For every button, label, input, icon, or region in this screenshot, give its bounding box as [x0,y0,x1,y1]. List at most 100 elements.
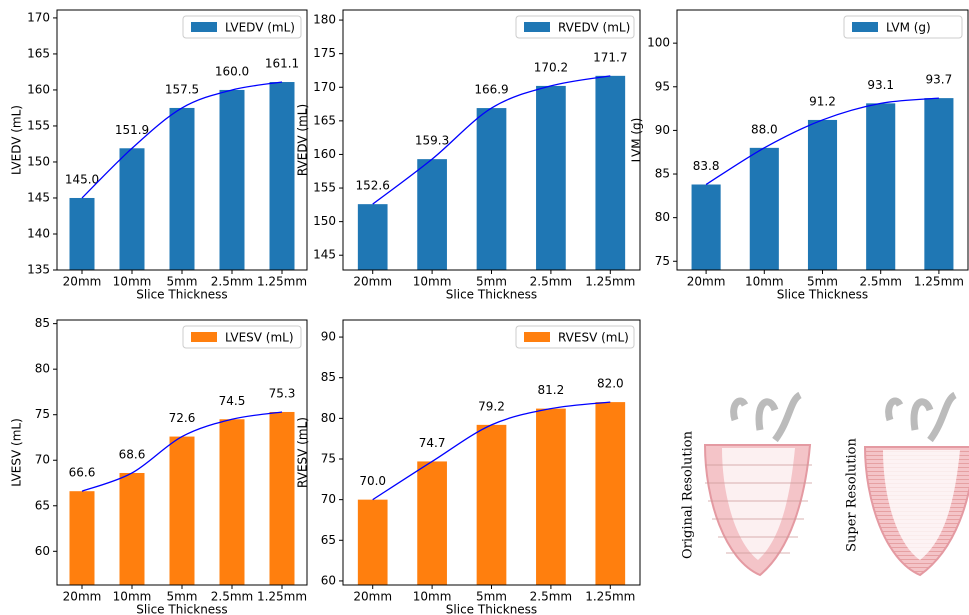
value-label: 159.3 [415,134,449,148]
y-tick-label: 180 [313,13,336,27]
chart: 135140145150155160165170145.0151.9157.51… [10,10,308,302]
x-axis-label: Slice Thickness [446,603,537,615]
bar [358,500,388,585]
y-axis-label: LVM (g) [630,118,644,163]
y-tick-label: 80 [321,411,336,425]
bar [270,82,295,270]
x-tick-label: 1.25mm [914,275,964,289]
value-label: 166.9 [474,83,508,97]
value-label: 82.0 [597,377,624,391]
vessels [734,395,800,440]
x-tick-label: 10mm [413,590,452,604]
y-tick-label: 170 [27,10,50,24]
value-label: 70.0 [359,474,386,488]
x-tick-label: 2.5mm [859,275,901,289]
legend-swatch [524,332,550,342]
y-tick-label: 60 [321,573,336,587]
y-tick-label: 175 [313,46,336,60]
value-label: 81.2 [538,383,565,397]
bar [595,402,625,585]
bar [536,409,566,585]
y-axis-label: LVEDV (mL) [10,105,24,175]
legend-swatch [191,22,217,32]
value-label: 145.0 [65,172,99,186]
x-axis-label: Slice Thickness [136,603,227,615]
y-tick-label: 145 [27,190,50,204]
x-tick-label: 1.25mm [585,275,635,289]
value-label: 151.9 [115,123,149,137]
chart: 60657075808566.668.672.674.575.3LVESV (m… [10,316,308,615]
y-tick-label: 70 [321,492,336,506]
y-tick-label: 80 [655,210,670,224]
x-tick-label: 2.5mm [530,590,572,604]
bar [120,148,145,270]
y-axis-label: RVEDV (mL) [296,104,310,176]
y-tick-label: 165 [313,113,336,127]
x-axis-label: Slice Thickness [446,288,537,302]
y-tick-label: 140 [27,226,50,240]
value-label: 74.5 [219,394,246,408]
y-tick-label: 155 [313,181,336,195]
x-tick-label: 1.25mm [257,275,307,289]
bar [866,103,895,270]
legend-label: RVESV (mL) [558,331,629,345]
legend-label: RVEDV (mL) [558,21,630,35]
y-tick-label: 145 [313,248,336,262]
y-tick-label: 155 [27,118,50,132]
bar [170,108,195,270]
bar [270,412,295,585]
value-label: 93.7 [926,73,953,87]
x-axis-label: Slice Thickness [777,288,868,302]
x-tick-label: 20mm [63,275,102,289]
y-axis-label: LVESV (mL) [10,418,24,487]
value-label: 75.3 [269,386,296,400]
y-tick-label: 95 [655,79,670,93]
y-tick-label: 65 [35,498,50,512]
y-tick-label: 75 [321,452,336,466]
y-tick-label: 90 [321,330,336,344]
y-tick-label: 150 [27,154,50,168]
vessels [889,395,955,440]
x-tick-label: 10mm [745,275,784,289]
bar [924,98,953,270]
illustration-label: Original Resolution [681,430,696,559]
bar [220,90,245,270]
x-tick-label: 20mm [353,275,392,289]
value-label: 74.7 [419,436,446,450]
value-label: 171.7 [593,50,627,64]
y-tick-label: 60 [35,544,50,558]
x-tick-label: 5mm [476,590,507,604]
bar [536,86,566,270]
x-tick-label: 10mm [413,275,452,289]
value-label: 170.2 [534,60,568,74]
bar [477,425,507,585]
bar [170,437,195,585]
x-tick-label: 1.25mm [257,590,307,604]
x-tick-label: 5mm [166,275,197,289]
bar [692,184,721,270]
heart-illustration: Original Resolution Super Resolution [681,395,969,575]
bar [417,159,447,270]
y-tick-label: 70 [35,453,50,467]
value-label: 160.0 [215,64,249,78]
y-tick-label: 85 [321,370,336,384]
bar [808,120,837,270]
y-tick-label: 160 [313,147,336,161]
y-tick-label: 150 [313,214,336,228]
legend-swatch [852,22,878,32]
bar [750,148,779,270]
y-axis-label: RVESV (mL) [296,417,310,488]
value-label: 66.6 [69,466,96,480]
value-label: 152.6 [356,179,390,193]
y-tick-label: 75 [655,254,670,268]
y-tick-label: 85 [655,167,670,181]
value-label: 68.6 [119,447,146,461]
value-label: 83.8 [693,159,720,173]
value-label: 88.0 [751,122,778,136]
x-tick-label: 20mm [353,590,392,604]
legend-label: LVESV (mL) [225,331,294,345]
value-label: 161.1 [265,57,299,71]
bar [417,461,447,585]
y-tick-label: 85 [35,316,50,330]
y-tick-label: 135 [27,263,50,277]
